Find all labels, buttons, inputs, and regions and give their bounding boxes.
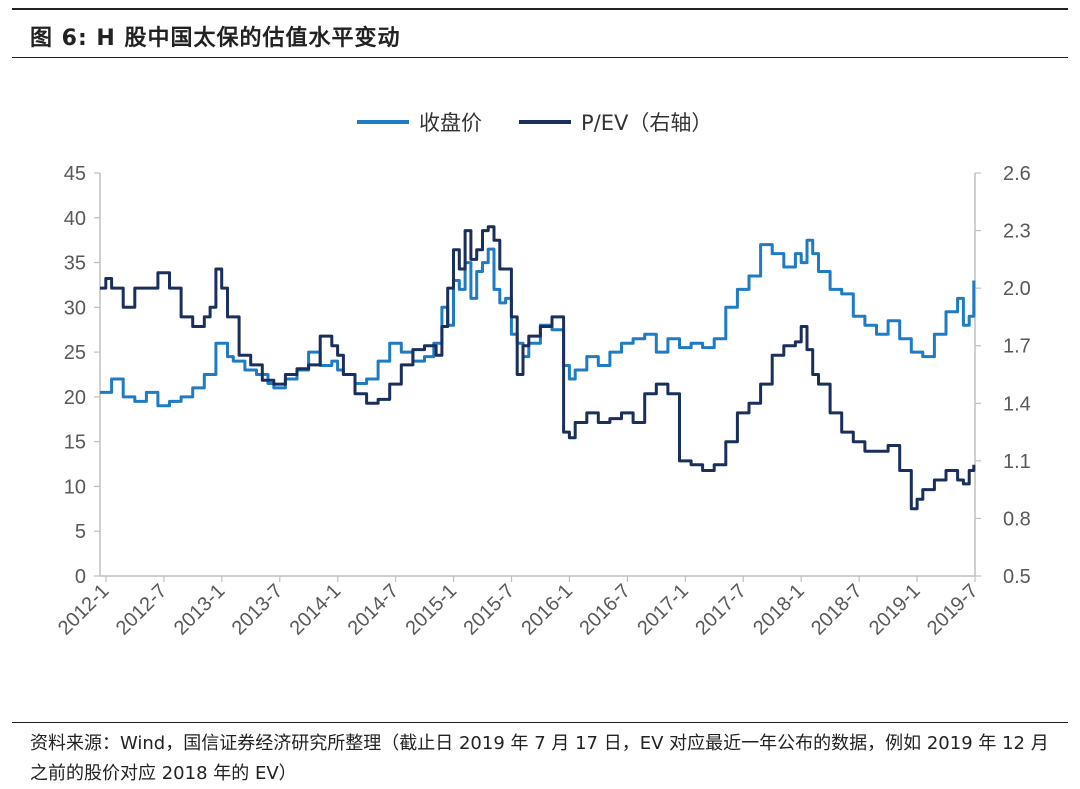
left-tick-label: 40 xyxy=(64,208,86,230)
right-tick-label: 0.8 xyxy=(1003,508,1031,530)
x-tick-label: 2016-1 xyxy=(517,580,577,640)
right-tick-label: 2.6 xyxy=(1003,163,1031,185)
left-tick-label: 5 xyxy=(75,521,86,543)
x-tick-label: 2017-1 xyxy=(633,580,693,640)
x-tick-label: 2014-7 xyxy=(344,580,404,640)
legend-label: 收盘价 xyxy=(419,111,482,135)
title-bar: 图 6: H 股中国太保的估值水平变动 xyxy=(12,8,1068,58)
x-tick-label: 2013-1 xyxy=(170,580,230,640)
left-tick-label: 45 xyxy=(64,163,86,185)
x-tick-label: 2014-1 xyxy=(286,580,346,640)
x-tick-label: 2019-1 xyxy=(865,580,925,640)
x-tick-label: 2015-1 xyxy=(402,580,462,640)
right-tick-label: 2.3 xyxy=(1003,221,1031,243)
left-tick-label: 0 xyxy=(75,566,86,588)
series-line-pev xyxy=(100,225,976,511)
right-tick-label: 1.4 xyxy=(1003,393,1031,415)
right-tick-label: 1.1 xyxy=(1003,451,1031,473)
x-tick-label: 2016-7 xyxy=(575,580,635,640)
source-note: 资料来源：Wind，国信证券经济研究所整理（截止日 2019 年 7 月 17 … xyxy=(12,722,1068,789)
right-tick-label: 1.7 xyxy=(1003,336,1031,358)
x-tick-label: 2012-1 xyxy=(54,580,114,640)
left-tick-label: 35 xyxy=(64,253,86,275)
left-tick-label: 20 xyxy=(64,387,86,409)
legend-label: P/EV（右轴） xyxy=(581,111,712,135)
left-tick-label: 30 xyxy=(64,297,86,319)
line-chart: 0 5 10 15 20 25 30 35 40 45 0.5 0.8 1.1 1.4 1.7 2.0 2.3 2… xyxy=(54,111,1031,640)
chart-area: 0 5 10 15 20 25 30 35 40 45 0.5 0.8 1.1 1.4 1.7 2.0 2.3 2… xyxy=(0,60,1080,710)
right-tick-label: 2.0 xyxy=(1003,278,1031,300)
x-tick-label: 2018-1 xyxy=(749,580,809,640)
left-tick-label: 10 xyxy=(64,476,86,498)
right-tick-label: 0.5 xyxy=(1003,566,1031,588)
figure-title: 图 6: H 股中国太保的估值水平变动 xyxy=(30,26,401,51)
series-line-close-price xyxy=(100,238,976,408)
left-tick-label: 25 xyxy=(64,342,86,364)
x-tick-label: 2017-7 xyxy=(691,580,751,640)
left-tick-label: 15 xyxy=(64,432,86,454)
x-tick-label: 2019-7 xyxy=(923,580,983,640)
x-tick-label: 2015-7 xyxy=(459,580,519,640)
x-tick-label: 2018-7 xyxy=(807,580,867,640)
x-tick-label: 2013-7 xyxy=(228,580,288,640)
x-tick-label: 2012-7 xyxy=(112,580,172,640)
